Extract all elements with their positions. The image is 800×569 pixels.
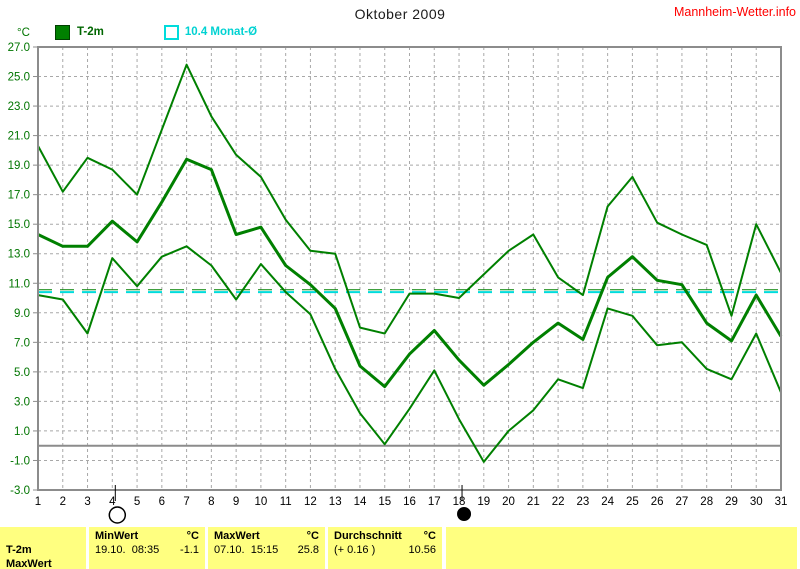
series-line [37, 63, 782, 335]
svg-text:13: 13 [329, 496, 342, 508]
durchschnitt-unit: °C [423, 530, 436, 542]
svg-text:29: 29 [725, 496, 738, 508]
stats-row-label-cell: T-2m MaxWert [0, 527, 86, 569]
maxwert-cell: MaxWert °C 07.10. 15:15 25.8 [208, 527, 325, 569]
svg-text:11: 11 [280, 496, 292, 508]
maxwert-unit: °C [306, 530, 319, 542]
svg-text:5.0: 5.0 [14, 367, 30, 379]
svg-text:5: 5 [134, 496, 140, 508]
durchschnitt-value: 10.56 [408, 544, 436, 556]
svg-text:14: 14 [354, 496, 367, 508]
svg-text:26: 26 [651, 496, 664, 508]
month-avg-legend-swatch-icon [163, 24, 179, 40]
svg-text:30: 30 [750, 496, 763, 508]
svg-text:2: 2 [60, 496, 66, 508]
svg-text:27.0: 27.0 [8, 42, 30, 54]
site-link[interactable]: Mannheim-Wetter.info [673, 5, 796, 19]
chart-plot: 27.025.023.021.019.017.015.013.011.09.07… [8, 42, 788, 524]
svg-text:17.0: 17.0 [8, 190, 30, 202]
svg-text:23: 23 [576, 496, 589, 508]
stats-table: T-2m MaxWert MinWert °C 19.10. 08:35 -1.… [0, 527, 800, 569]
svg-text:17: 17 [428, 496, 441, 508]
svg-text:20: 20 [502, 496, 515, 508]
svg-text:21: 21 [527, 496, 540, 508]
t2m-legend-swatch-icon [55, 24, 70, 40]
svg-text:3.0: 3.0 [14, 396, 30, 408]
svg-text:21.0: 21.0 [8, 131, 30, 143]
durchschnitt-datetime: (+ 0.16 ) [334, 544, 376, 556]
svg-text:18: 18 [453, 496, 466, 508]
minwert-header: MinWert [95, 530, 139, 542]
svg-text:6: 6 [159, 496, 165, 508]
svg-text:25.0: 25.0 [8, 72, 30, 84]
maxwert-datetime: 07.10. 15:15 [214, 544, 279, 556]
maxwert-header: MaxWert [214, 530, 260, 542]
minwert-datetime: 19.10. 08:35 [95, 544, 160, 556]
svg-text:9: 9 [233, 496, 239, 508]
svg-text:24: 24 [601, 496, 614, 508]
durchschnitt-header: Durchschnitt [334, 530, 402, 542]
full-moon-icon [108, 506, 127, 524]
new-moon-icon [457, 507, 472, 521]
svg-text:23.0: 23.0 [8, 101, 30, 113]
svg-text:28: 28 [700, 496, 713, 508]
svg-text:22: 22 [552, 496, 565, 508]
svg-text:16: 16 [403, 496, 416, 508]
svg-text:19: 19 [477, 496, 490, 508]
durchschnitt-cell: Durchschnitt °C (+ 0.16 ) 10.56 [328, 527, 442, 569]
svg-text:31: 31 [775, 496, 788, 508]
svg-text:15.0: 15.0 [8, 219, 30, 231]
svg-text:3: 3 [84, 496, 90, 508]
svg-text:13.0: 13.0 [8, 249, 30, 261]
empty-cell [446, 527, 797, 569]
month-avg-legend-label: 10.4 Monat-Ø [184, 26, 258, 38]
svg-text:-1.0: -1.0 [10, 455, 30, 467]
svg-text:10: 10 [255, 496, 268, 508]
svg-text:1: 1 [35, 496, 41, 508]
svg-text:7: 7 [183, 496, 189, 508]
svg-text:27: 27 [676, 496, 689, 508]
maxwert-value: 25.8 [297, 544, 319, 556]
series-line [37, 157, 783, 389]
series-line [37, 245, 782, 463]
page-title: Oktober 2009 [354, 6, 446, 22]
svg-text:9.0: 9.0 [14, 308, 30, 320]
y-axis-unit-label: °C [17, 27, 30, 39]
stats-row-label: T-2m [6, 544, 32, 556]
svg-text:11.0: 11.0 [8, 278, 30, 290]
minwert-cell: MinWert °C 19.10. 08:35 -1.1 [89, 527, 205, 569]
minwert-value: -1.1 [180, 544, 199, 556]
minwert-unit: °C [186, 530, 199, 542]
svg-text:1.0: 1.0 [14, 426, 30, 438]
svg-text:7.0: 7.0 [14, 337, 30, 349]
svg-text:-3.0: -3.0 [10, 485, 30, 497]
svg-text:19.0: 19.0 [8, 160, 30, 172]
svg-text:12: 12 [304, 496, 317, 508]
t2m-legend-label: T-2m [77, 26, 104, 38]
chart-legend: T-2m 10.4 Monat-Ø [55, 24, 257, 40]
svg-text:25: 25 [626, 496, 639, 508]
svg-text:4: 4 [109, 496, 116, 508]
stats-next-row-label-clipped: MaxWert [6, 558, 52, 569]
svg-text:15: 15 [378, 496, 391, 508]
svg-text:8: 8 [208, 496, 214, 508]
